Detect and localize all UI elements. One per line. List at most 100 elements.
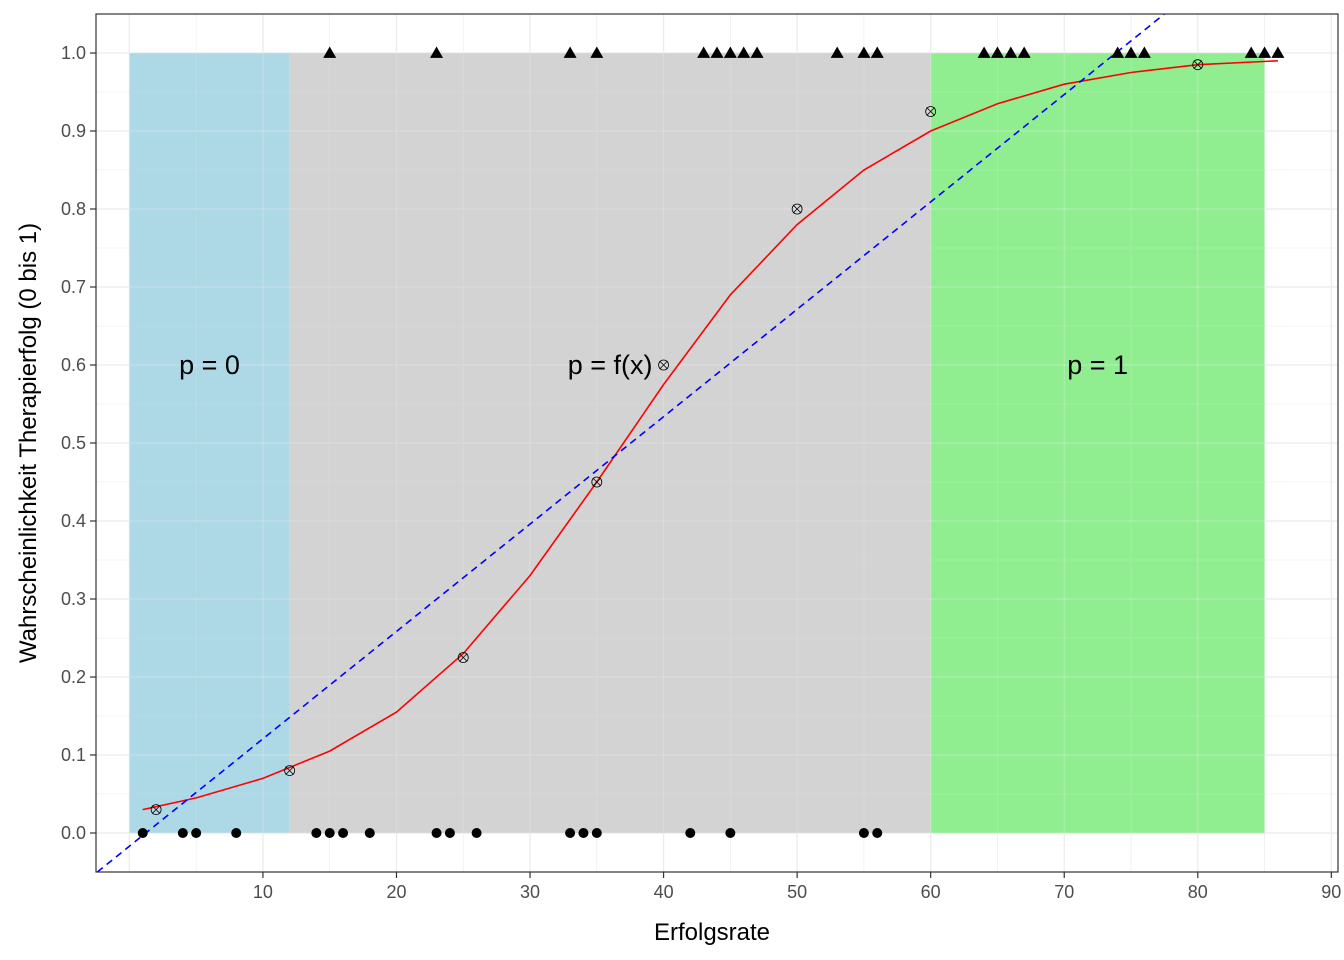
crossed-circle-point [658,359,669,371]
crossed-circle-point [1192,59,1204,71]
region-band [129,53,290,833]
y-tick-label: 0.2 [61,667,86,687]
crossed-circle-cross [659,360,668,370]
region-label: p = 0 [179,350,240,380]
circle-point [338,828,349,838]
triangle-point [1124,46,1138,58]
axes: 10 20 30 40 50 60 70 80 90 0.0 0.1 0.2 0.3 0.4 0.5 0.6 0… [61,43,1341,902]
triangle-point [710,46,724,58]
crossed-circle-point [150,804,162,815]
circle-point [565,828,576,838]
region-labels: p = 0 p = f(x) p = 1 [179,350,1128,380]
triangle-point [1137,46,1151,58]
circle-point [191,828,202,838]
regions [129,53,1265,833]
circle-point [444,828,455,838]
x-tick-label: 10 [253,882,273,902]
triangle-point [870,46,884,58]
circle-point [872,828,883,838]
crossed-circle-ring [791,203,803,215]
y-tick-label: 0.6 [61,355,86,375]
triangle-point [430,46,444,58]
x-tick-label: 70 [1054,882,1074,902]
triangle-point [1111,46,1125,58]
crossed-circle-cross [151,805,161,814]
fitted-lines [96,13,1278,873]
crossed-circle-point [457,652,469,663]
region-band [930,53,1265,833]
y-tick-label: 0.5 [61,433,86,453]
x-tick-label: 20 [386,882,406,902]
circle-point [177,828,188,838]
y-tick-label: 0.4 [61,511,86,531]
triangle-point [750,46,764,58]
x-tick-label: 30 [520,882,540,902]
y-tick-label: 0.8 [61,199,86,219]
circle-point [578,828,589,838]
triangle-point [590,46,604,58]
crossed-circle-point [591,476,603,488]
region-label: p = f(x) [568,350,653,380]
triangle-point [990,46,1004,58]
y-tick-label: 0.1 [61,745,86,765]
circle-point [858,828,869,838]
crossed-circle-cross [458,653,468,662]
triangle-point [1258,46,1272,58]
region-band [289,53,931,833]
crossed-circle-cross [592,477,602,487]
crossed-circle-cross [285,766,294,775]
triangle-point [1004,46,1018,58]
circle-point [685,828,696,838]
x-tick-label: 50 [787,882,807,902]
crossed-circle-point [791,203,803,215]
triangle-point [1271,46,1285,58]
y-tick-label: 0.7 [61,277,86,297]
triangle-point [1017,46,1031,58]
circle-point [591,828,602,838]
circle-point [231,828,242,838]
triangle-point [563,46,577,58]
y-tick-label: 1.0 [61,43,86,63]
region-label: p = 1 [1067,350,1128,380]
data-points [137,46,1285,838]
linear-fit-line [96,13,1165,873]
y-tick-label: 0.9 [61,121,86,141]
crossed-circle-cross [792,204,802,214]
circle-point [431,828,442,838]
triangle-point [977,46,991,58]
triangle-point [1244,46,1258,58]
logistic-fit-line [142,60,1278,811]
x-axis-title: Erfolgsrate [654,919,770,946]
crossed-circle-ring [1192,59,1204,71]
crossed-circle-point [284,765,296,776]
y-tick-label: 0.3 [61,589,86,609]
x-tick-label: 40 [654,882,674,902]
triangle-point [830,46,844,58]
crossed-circle-ring [457,652,469,663]
circle-point [725,828,736,838]
crossed-circle-ring [591,476,603,488]
crossed-circle-ring [284,765,296,776]
triangle-point [857,46,871,58]
circle-point [364,828,375,838]
circle-point [324,828,335,838]
circle-point [137,828,148,838]
triangle-point [323,46,337,58]
y-axis-title: Wahrscheinlichkeit Therapierfolg (0 bis … [15,223,42,663]
crossed-circle-ring [658,359,669,371]
triangle-point [697,46,711,58]
triangle-point [723,46,737,58]
triangle-point [737,46,751,58]
crossed-circle-cross [1193,60,1203,69]
y-tick-label: 0.0 [61,823,86,843]
x-tick-label: 80 [1188,882,1208,902]
x-tick-label: 90 [1321,882,1341,902]
circle-point [311,828,322,838]
crossed-circle-ring [150,804,162,815]
circle-point [471,828,482,838]
crossed-circle-point [925,106,937,117]
crossed-circle-cross [926,107,935,116]
x-tick-label: 60 [921,882,941,902]
crossed-circle-ring [925,106,937,117]
